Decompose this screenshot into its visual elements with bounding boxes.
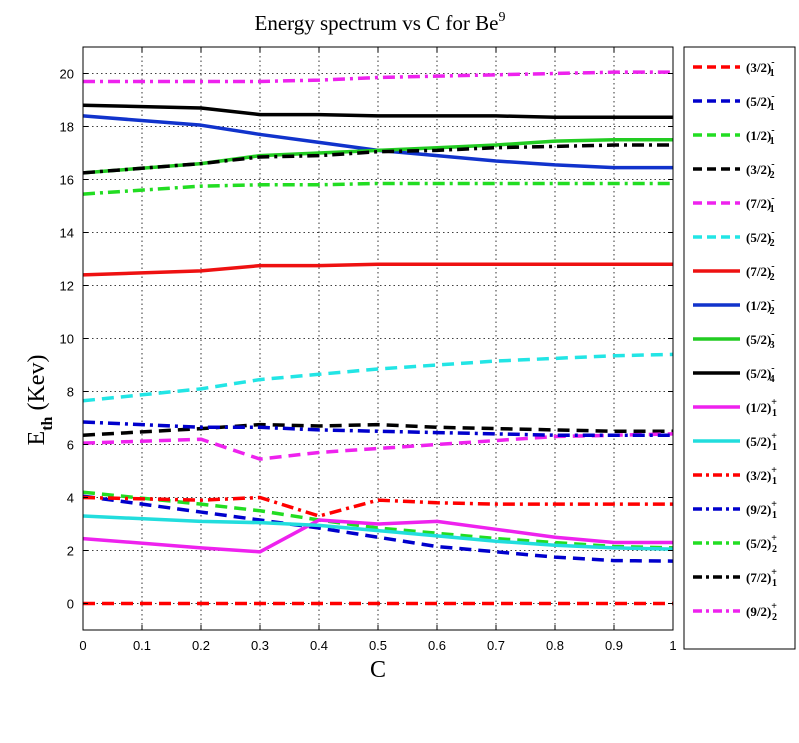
series-line-15 xyxy=(82,181,673,196)
y-tick-label: 0 xyxy=(67,597,74,612)
y-tick-label: 12 xyxy=(60,279,74,294)
legend-label: (3/2)+ 1 xyxy=(746,465,777,487)
x-tick-label: 0.7 xyxy=(487,638,505,653)
legend-label: (1/2)-1 xyxy=(746,125,775,147)
y-tick-label: 10 xyxy=(60,332,74,347)
x-tick-label: 0 xyxy=(79,638,86,653)
legend-label: (5/2)-1 xyxy=(746,91,775,113)
y-tick-label: 14 xyxy=(60,226,74,241)
grid xyxy=(83,47,673,630)
x-tick-label: 0.2 xyxy=(192,638,210,653)
series-line-16 xyxy=(82,143,673,175)
legend-label: (5/2)-3 xyxy=(746,329,775,351)
y-tick-label: 8 xyxy=(67,385,74,400)
legend-label: (1/2)-2 xyxy=(746,295,775,317)
series-line-6 xyxy=(82,352,674,403)
legend-label: (9/2)+ 2 xyxy=(746,601,777,623)
series-line-11 xyxy=(82,518,673,554)
series-line-2 xyxy=(82,494,674,563)
legend-label: (3/2)-1 xyxy=(746,57,775,79)
series-line-13 xyxy=(82,495,673,518)
legend-label: (1/2)+ 1 xyxy=(746,397,777,419)
ticks: 0 0.1 0.2 0.3 0.4 0.5 0.6 0.7 0.8 0.9 102468101214… xyxy=(60,47,677,653)
y-tick-label: 2 xyxy=(67,544,74,559)
chart-title: Energy spectrum vs C for Be9 xyxy=(255,10,506,35)
x-tick-label: 0.8 xyxy=(546,638,564,653)
y-tick-label: 16 xyxy=(60,173,74,188)
legend-label: (5/2)-4 xyxy=(746,363,775,385)
series-line-7 xyxy=(82,262,673,277)
y-tick-label: 6 xyxy=(67,438,74,453)
series-layer xyxy=(82,70,674,606)
legend-label: (3/2)-2 xyxy=(746,159,775,181)
x-tick-label: 0.9 xyxy=(605,638,623,653)
series-line-10 xyxy=(82,103,673,119)
legend-label: (9/2)+ 1 xyxy=(746,499,777,521)
series-line-4 xyxy=(82,422,673,437)
legend-label: (5/2)+ 2 xyxy=(746,533,777,555)
x-axis-label: C xyxy=(370,657,386,683)
series-line-14 xyxy=(82,420,673,437)
legend-label: (7/2)-1 xyxy=(746,193,775,215)
y-tick-label: 20 xyxy=(60,67,74,82)
x-tick-label: 1 xyxy=(669,638,676,653)
y-axis-label: Eth (Kev) xyxy=(24,355,56,446)
legend-box xyxy=(683,46,796,650)
series-line-17 xyxy=(83,70,673,84)
series-line-3 xyxy=(82,490,674,550)
legend: (3/2)-1 (5/2)-1 (1/2)-1 (3/2)-2 (7/2)-1 (5/2)… xyxy=(683,46,796,650)
legend-label: (5/2)-2 xyxy=(746,227,775,249)
x-tick-label: 0.5 xyxy=(369,638,387,653)
series-line-8 xyxy=(82,114,673,170)
y-tick-label: 18 xyxy=(60,120,74,135)
legend-label: (5/2)+ 1 xyxy=(746,431,777,453)
series-line-9 xyxy=(82,138,673,175)
x-tick-label: 0.3 xyxy=(251,638,269,653)
legend-label: (7/2)+ 1 xyxy=(746,567,777,589)
series-line-12 xyxy=(82,514,674,551)
x-tick-label: 0.1 xyxy=(133,638,151,653)
x-tick-label: 0.6 xyxy=(428,638,446,653)
legend-label: (7/2)-2 xyxy=(746,261,775,283)
x-tick-label: 0.4 xyxy=(310,638,328,653)
y-tick-label: 4 xyxy=(67,491,74,506)
